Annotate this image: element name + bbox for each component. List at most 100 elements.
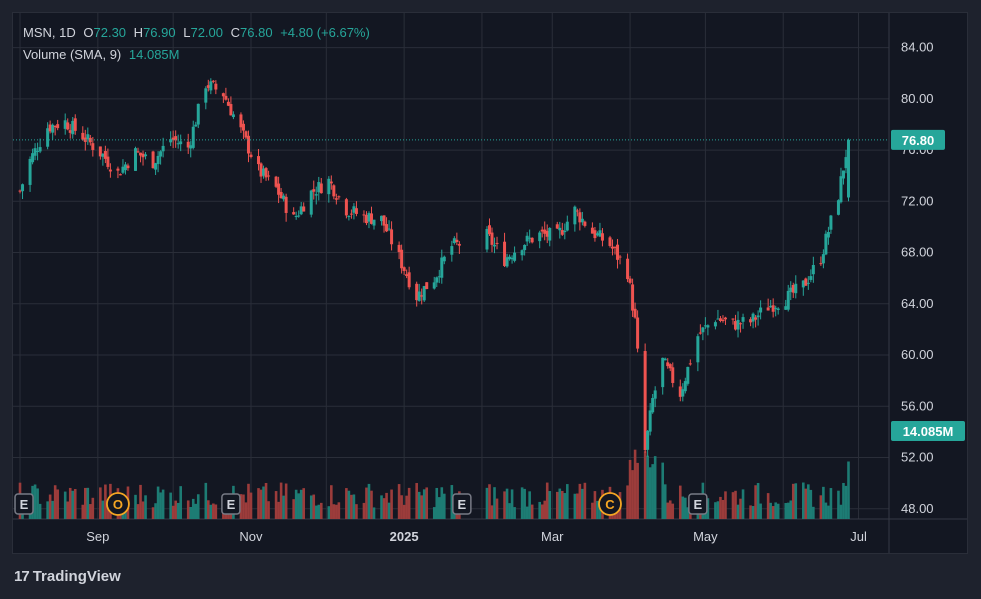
candle-body — [407, 272, 411, 288]
candle-body — [595, 233, 599, 236]
volume-bar — [367, 483, 371, 519]
legend-close-label: C — [230, 25, 241, 40]
volume-bar — [332, 504, 336, 519]
candle-body — [495, 242, 499, 244]
candle-body — [663, 358, 667, 361]
candle-body — [319, 183, 323, 194]
x-tick-label: Nov — [239, 529, 263, 544]
x-tick-label: Mar — [541, 529, 564, 544]
candle-body — [53, 125, 57, 128]
candle-body — [819, 263, 823, 265]
volume-bar — [104, 484, 107, 519]
volume-bar — [784, 502, 788, 519]
volume-bar — [370, 490, 373, 519]
volume-bar — [417, 491, 421, 519]
volume-bar — [299, 489, 303, 519]
earnings-marker-icon[interactable]: E — [14, 493, 34, 515]
volume-bar — [802, 482, 805, 519]
earnings-marker-icon[interactable]: E — [452, 493, 472, 515]
volume-bar — [766, 493, 770, 519]
volume-bar — [247, 483, 250, 519]
volume-bar — [385, 492, 388, 519]
candle-body — [432, 282, 436, 289]
candle-body — [681, 389, 685, 397]
candle-body — [169, 139, 173, 143]
legend-low-label: L — [183, 25, 191, 40]
volume-bar — [739, 498, 742, 519]
candle-body — [264, 168, 268, 178]
candle-body — [156, 155, 160, 165]
candle-body — [21, 184, 25, 192]
candle-body — [390, 229, 394, 245]
y-tick-label: 56.00 — [901, 398, 934, 413]
candle-body — [136, 151, 140, 153]
volume-bar — [194, 503, 198, 519]
volume-bar — [239, 494, 243, 519]
volume-bar — [207, 500, 210, 519]
candle-body — [520, 250, 524, 256]
legend-high: 76.90 — [143, 25, 176, 40]
candle-body — [678, 386, 682, 397]
volume-bar — [530, 504, 534, 519]
volume-bar — [749, 505, 752, 519]
volume-bar — [81, 504, 85, 519]
candle-body — [593, 230, 597, 239]
earnings-marker-icon[interactable]: E — [221, 493, 241, 515]
volume-bar — [661, 462, 665, 519]
volume-bar — [646, 455, 649, 519]
volume-bar — [741, 489, 745, 519]
volume-bar — [591, 502, 594, 519]
candle-body — [628, 278, 632, 283]
candle-body — [756, 315, 760, 318]
tradingview-brand[interactable]: 17 TradingView — [14, 568, 121, 585]
volume-bar — [284, 483, 288, 519]
volume-bar — [402, 504, 406, 519]
candle-body — [352, 206, 356, 213]
candle-body — [317, 182, 321, 193]
volume-bar — [400, 495, 403, 519]
y-tick-label: 80.00 — [901, 91, 934, 106]
candle-body — [123, 164, 127, 171]
volume-bar — [330, 485, 333, 519]
candle-body — [626, 258, 630, 280]
volume-bar — [405, 495, 408, 519]
candle-body — [485, 228, 489, 250]
chart-frame[interactable]: 84.0080.0076.0072.0068.0064.0060.0056.00… — [12, 12, 968, 554]
candlestick-chart[interactable]: 84.0080.0076.0072.0068.0064.0060.0056.00… — [13, 13, 967, 553]
volume-bar — [56, 489, 59, 519]
volume-bar — [209, 504, 213, 519]
volume-bar — [819, 495, 823, 519]
candle-body — [826, 232, 830, 238]
volume-bar — [520, 487, 524, 519]
candle-body — [144, 154, 148, 157]
candle-body — [558, 227, 562, 231]
volume-bar — [292, 499, 295, 519]
volume-bar — [839, 504, 843, 519]
candle-body — [161, 145, 165, 152]
candle-body — [794, 283, 798, 294]
candle-body — [66, 122, 70, 130]
volume-bar — [264, 483, 268, 519]
volume-bar — [382, 498, 386, 519]
candle-body — [806, 282, 810, 284]
corporate-action-marker-icon[interactable]: C — [598, 492, 622, 516]
candle-body — [118, 174, 122, 176]
candle-body — [671, 367, 675, 383]
volume-bar — [731, 492, 735, 519]
earnings-marker-icon[interactable]: E — [688, 493, 708, 515]
candle-body — [530, 237, 534, 243]
event-marker-icon[interactable]: O — [106, 492, 130, 516]
candle-body — [846, 139, 850, 198]
candle-body — [583, 221, 587, 226]
volume-bar — [789, 500, 793, 519]
volume-bar — [809, 489, 813, 519]
volume-bar — [302, 488, 306, 519]
candle-body — [362, 214, 366, 216]
candle-body — [513, 252, 517, 261]
candle-body — [452, 238, 456, 244]
x-tick-label: Sep — [86, 529, 109, 544]
candle-body — [698, 332, 702, 334]
volume-bar — [666, 502, 670, 519]
candle-body — [646, 430, 650, 450]
volume-bar — [648, 467, 652, 519]
